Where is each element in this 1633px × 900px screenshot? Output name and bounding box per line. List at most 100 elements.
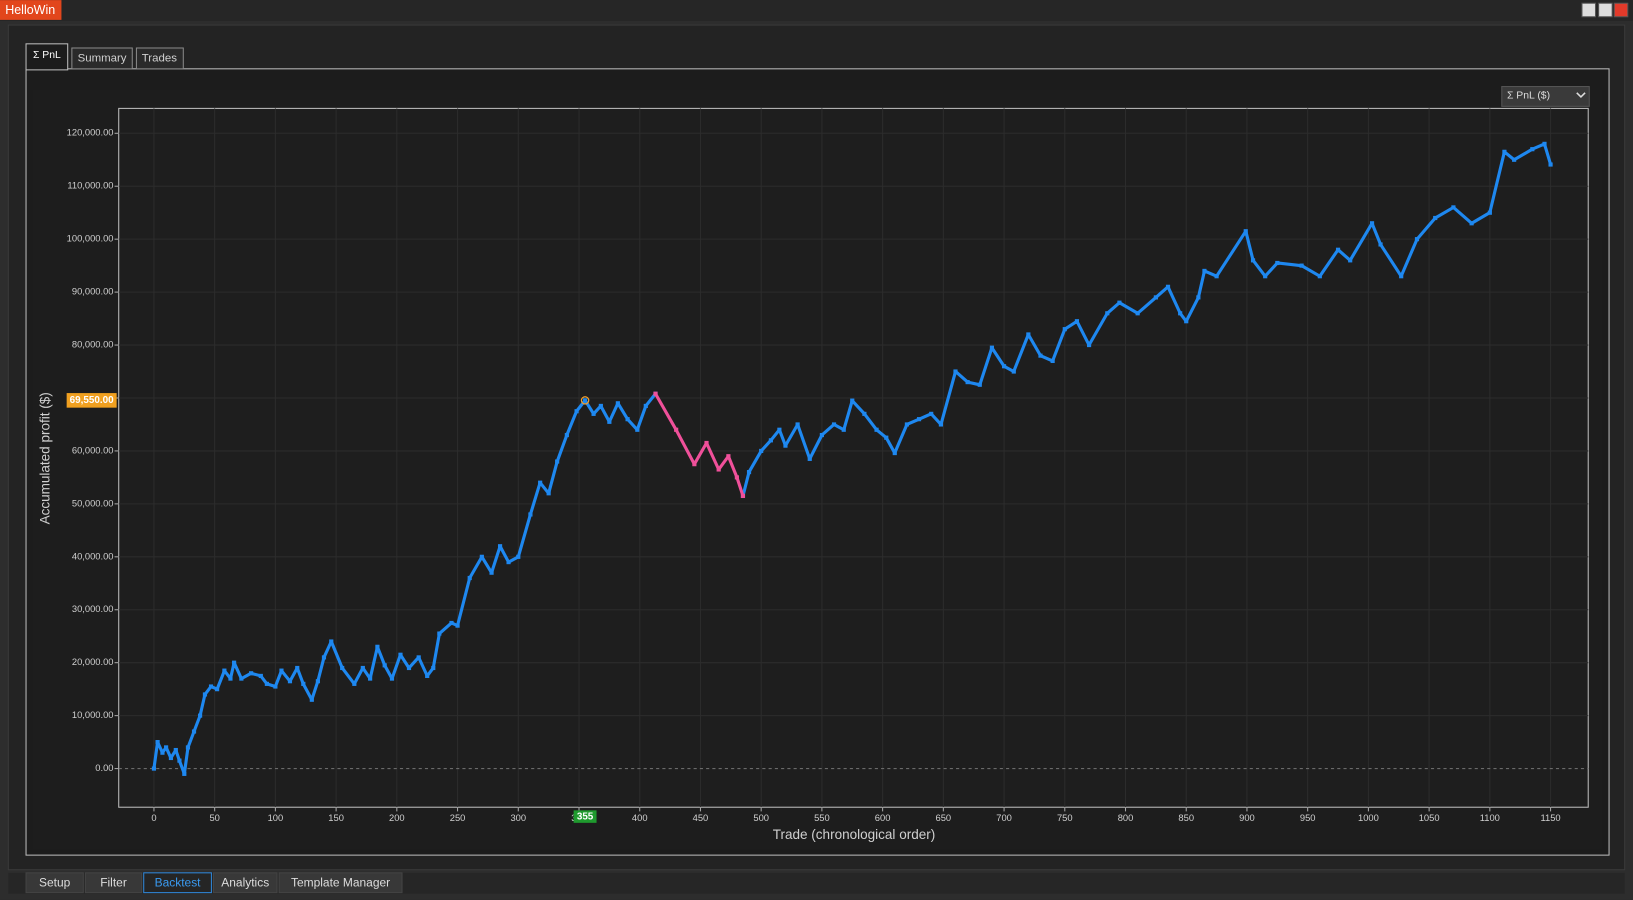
trade-marker (309, 697, 314, 702)
trade-marker (862, 411, 867, 416)
trade-marker (1414, 237, 1420, 242)
trade-marker (215, 687, 220, 692)
trade-marker (904, 422, 909, 427)
trade-marker (155, 740, 160, 745)
trade-marker (1250, 258, 1256, 263)
y-tick-label: 100,000.00 (67, 234, 114, 244)
trade-marker (232, 660, 237, 665)
tab[interactable] (71, 47, 133, 70)
x-tick-label: 900 (1239, 813, 1255, 823)
trade-marker (546, 491, 551, 496)
trade-marker (352, 681, 357, 686)
x-tick-label: 450 (693, 813, 709, 823)
trade-marker (977, 382, 982, 387)
trade-marker (574, 409, 579, 414)
trade-marker (841, 427, 846, 432)
x-tick-label: 500 (753, 813, 769, 823)
trade-marker (759, 448, 764, 454)
trade-marker (1378, 242, 1383, 247)
trade-marker (1542, 141, 1547, 146)
trade-marker (807, 456, 812, 461)
trade-marker (874, 427, 879, 432)
trade-marker (1117, 300, 1122, 305)
restore-button[interactable] (1598, 2, 1613, 18)
trade-marker (1548, 162, 1553, 167)
dropdown-label: Σ PnL ($) (1507, 91, 1550, 102)
trade-marker (1335, 247, 1341, 252)
trade-marker (625, 417, 630, 422)
trade-marker (198, 713, 203, 718)
trade-marker (431, 665, 436, 671)
trade-marker (538, 480, 543, 485)
trade-marker (768, 438, 773, 443)
trade-marker (591, 411, 596, 416)
bottom-tab[interactable] (143, 872, 212, 894)
bottom-tab[interactable] (278, 872, 403, 894)
x-tick-label: 100 (268, 813, 284, 823)
y-tick-label: 120,000.00 (67, 128, 114, 138)
trade-marker (1369, 221, 1375, 226)
crosshair-point (580, 396, 590, 405)
trade-marker (1451, 205, 1456, 210)
titlebar (0, 0, 1633, 21)
y-axis-label: Accumulated profit ($) (37, 392, 52, 524)
trade-marker (1348, 258, 1353, 263)
bottom-tab[interactable] (212, 872, 278, 894)
trade-marker (953, 369, 958, 374)
trade-marker (783, 443, 788, 448)
x-tick-label: 700 (996, 813, 1012, 823)
bottom-tab[interactable] (84, 872, 143, 894)
trade-marker (287, 679, 293, 684)
tab[interactable] (135, 47, 184, 70)
trade-marker (598, 403, 603, 409)
trade-marker (1086, 342, 1092, 348)
minimize-button[interactable] (1581, 2, 1597, 18)
trade-marker (437, 631, 442, 636)
bottom-tab[interactable] (25, 872, 84, 894)
x-tick-label: 1050 (1419, 813, 1440, 823)
trade-marker (479, 554, 484, 559)
trade-marker (321, 655, 327, 660)
bottom-tabs: Setup Filter Backtest Analytics Template Man… (25, 872, 403, 894)
trade-marker (692, 462, 697, 467)
equity-line (654, 392, 745, 497)
plot: 0501001502002503003504004505005506006507… (66, 108, 1589, 823)
trade-marker (734, 475, 739, 480)
trade-marker (1469, 221, 1474, 226)
dropdown-arrow (1576, 92, 1586, 99)
trade-marker (164, 745, 169, 750)
trade-marker (315, 679, 320, 684)
trade-marker (615, 401, 620, 406)
metric-dropdown[interactable] (1501, 86, 1590, 107)
trade-marker (740, 493, 746, 499)
trade-marker (989, 345, 995, 350)
trade-marker (819, 432, 824, 438)
y-tick-label: 90,000.00 (72, 287, 114, 297)
trade-marker (375, 644, 380, 649)
x-tick-label: 950 (1300, 813, 1316, 823)
trade-marker (726, 454, 731, 459)
y-tick-label: 0.00 (95, 763, 113, 773)
y-tick-label: 110,000.00 (67, 181, 113, 191)
trade-marker (746, 470, 752, 475)
trade-marker (1050, 358, 1055, 364)
trade-marker (329, 639, 334, 644)
close-button[interactable] (1613, 2, 1629, 18)
tab-label: Trades (142, 52, 177, 64)
y-tick-label: 30,000.00 (72, 604, 114, 614)
trade-marker (177, 758, 182, 763)
trade-marker (555, 459, 560, 464)
trade-marker (1487, 210, 1492, 215)
trade-marker (1001, 364, 1007, 369)
tab-label: Summary (78, 52, 127, 64)
tab-active[interactable] (25, 43, 69, 71)
trade-marker (1011, 369, 1016, 374)
trade-marker (1165, 284, 1171, 289)
trade-marker (1105, 311, 1110, 316)
trade-marker (1196, 295, 1201, 300)
trade-marker (777, 427, 782, 432)
trade-marker (635, 427, 640, 432)
x-tick-label: 0 (151, 813, 156, 823)
trade-marker (1178, 311, 1183, 316)
